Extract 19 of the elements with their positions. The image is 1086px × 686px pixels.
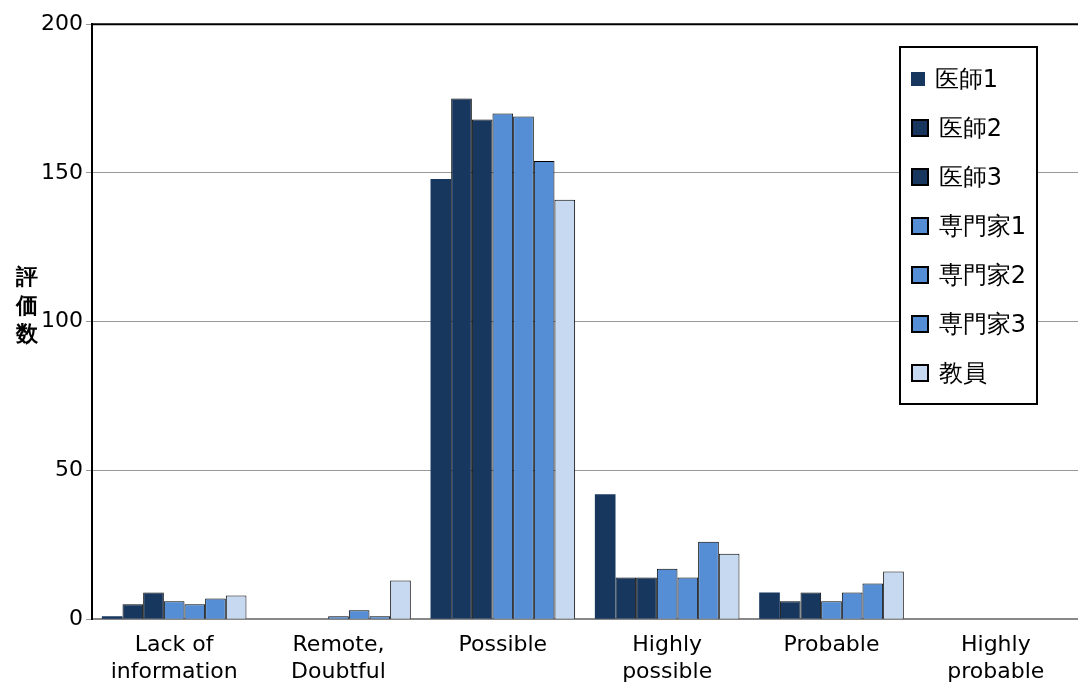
x-tick-label: Lack of information — [110, 631, 238, 683]
legend-label: 医師3 — [938, 161, 1002, 193]
y-tick-label: 150 — [40, 158, 83, 184]
y-tick-label: 200 — [40, 9, 83, 35]
legend-label: 専門家2 — [938, 259, 1026, 291]
legend-label: 専門家3 — [938, 308, 1026, 340]
x-tick-label: Remote, Doubtful — [291, 631, 386, 683]
x-tick-label: Probable — [783, 631, 880, 657]
x-tick-label: Possible — [458, 631, 548, 657]
y-axis-title: 評価数 — [14, 263, 39, 349]
legend-label: 教員 — [938, 357, 987, 389]
x-tick-label: Highly possible — [622, 631, 713, 683]
x-tick-label: Highly probable — [947, 631, 1045, 683]
y-tick-label: 100 — [40, 307, 83, 333]
legend-label: 専門家1 — [938, 210, 1026, 242]
y-tick-label: 50 — [54, 456, 83, 482]
y-tick-label: 0 — [68, 604, 83, 630]
legend-label: 医師2 — [938, 112, 1002, 144]
legend-label: 医師1 — [934, 63, 998, 95]
